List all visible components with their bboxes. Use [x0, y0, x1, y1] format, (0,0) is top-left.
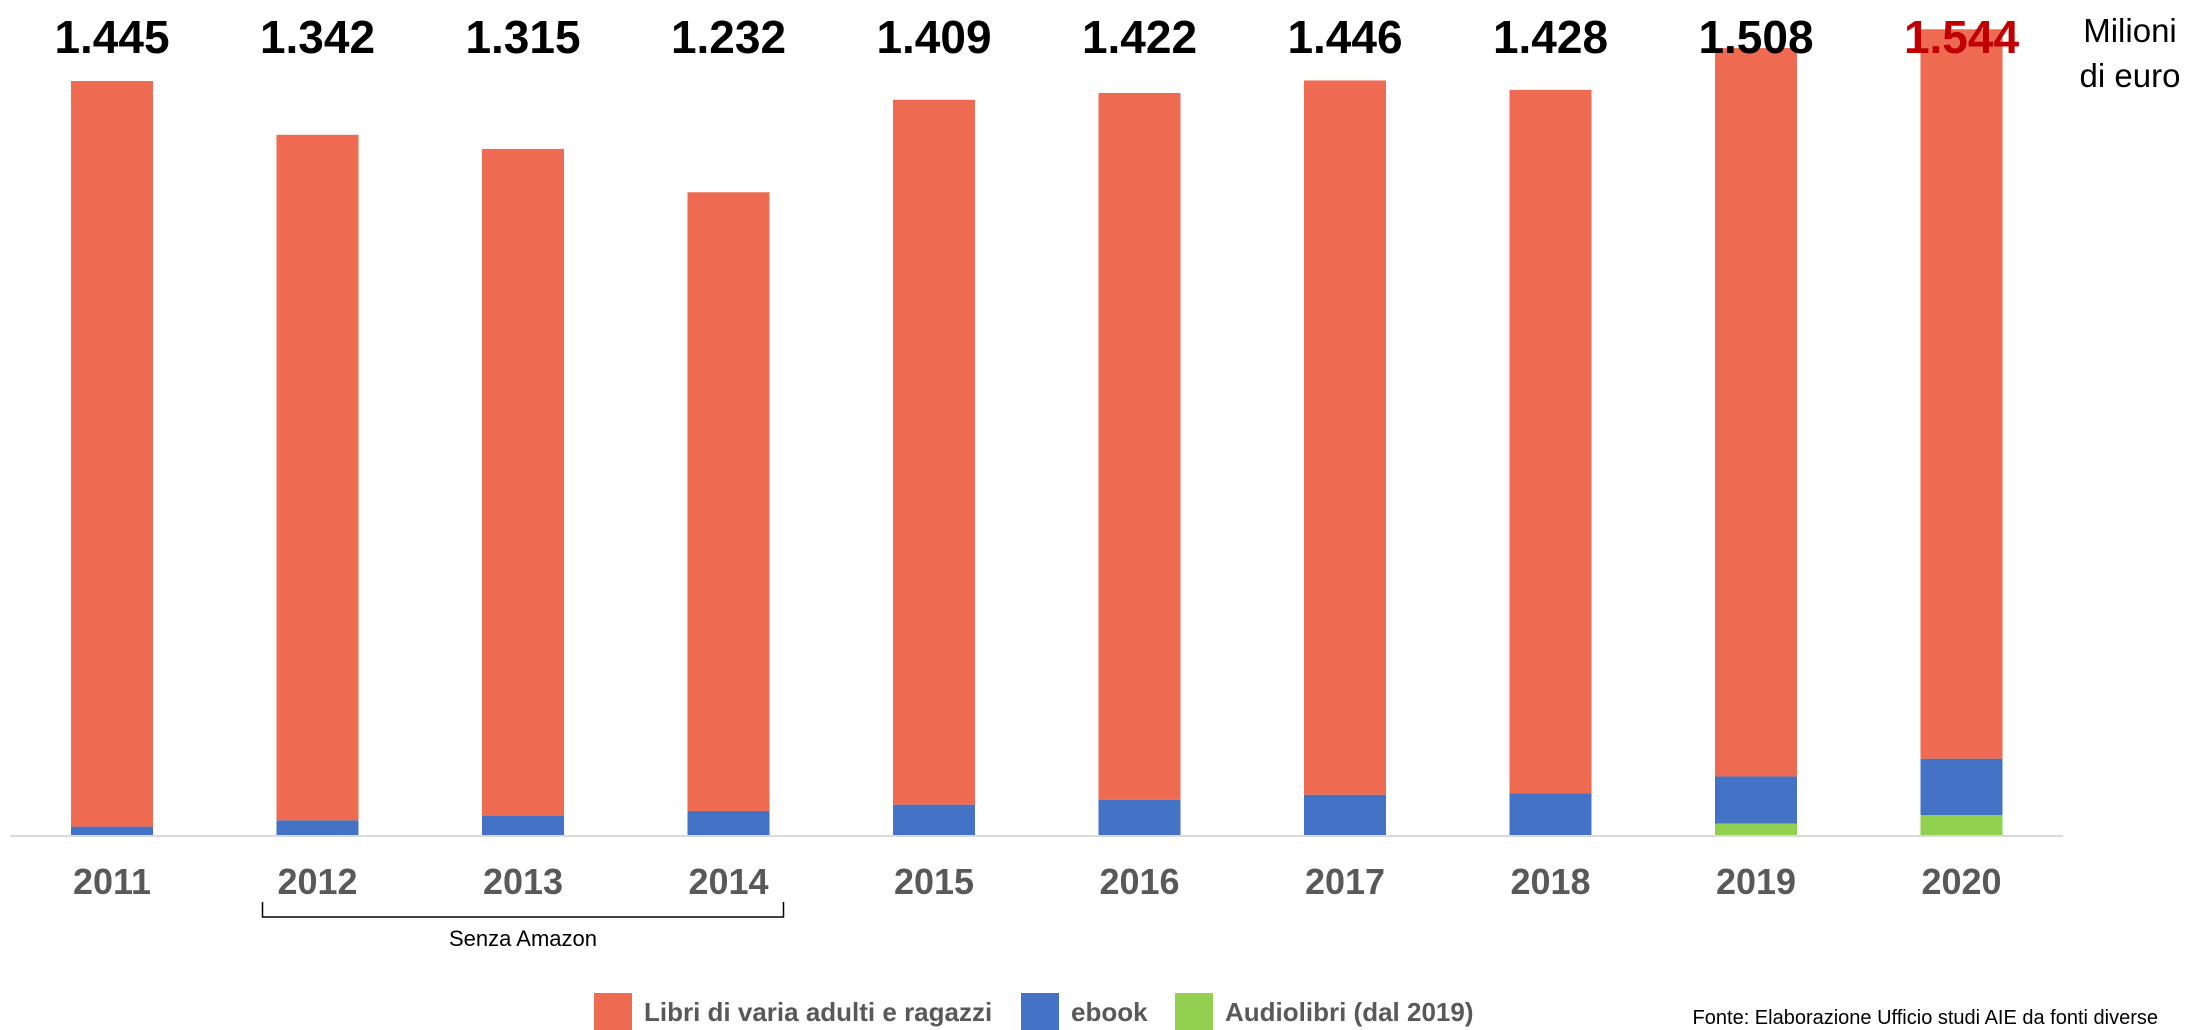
- annotation-bracket: [261, 902, 785, 918]
- annotation-label: Senza Amazon: [449, 926, 597, 951]
- year-label-2014: 2014: [688, 861, 768, 902]
- bar-libri-di-varia-adulti-e-ragazzi-2018: [1509, 89, 1592, 794]
- total-label-2017: 1.446: [1287, 11, 1402, 63]
- bar-ebook-2017: [1304, 794, 1386, 836]
- legend-label-audiolibri-dal-2019: Audiolibri (dal 2019): [1225, 997, 1474, 1027]
- bar-libri-di-varia-adulti-e-ragazzi-2011: [71, 80, 153, 827]
- total-label-2012: 1.342: [260, 11, 375, 63]
- year-label-2018: 2018: [1510, 861, 1590, 902]
- bar-ebook-2018: [1509, 793, 1592, 836]
- bar-ebook-2015: [893, 804, 975, 836]
- x-tick-labels: 2011 2012 2013 2014 2015 2016 2017 2018 2019 2020: [73, 861, 2002, 902]
- bar-ebook-2014: [687, 810, 770, 836]
- bar-audiolibri-dal-2019-2020: [1920, 815, 2003, 836]
- total-label-2015: 1.409: [876, 11, 991, 63]
- total-label-2014: 1.232: [671, 11, 786, 63]
- total-label-2019: 1.508: [1698, 11, 1813, 63]
- total-label-2011: 1.445: [54, 11, 169, 63]
- bar-libri-di-varia-adulti-e-ragazzi-2013: [482, 148, 564, 816]
- legend-swatch-audiolibri-dal-2019: [1175, 993, 1213, 1030]
- legend-label-libri-di-varia-adulti-e-ragazzi: Libri di varia adulti e ragazzi: [644, 997, 992, 1027]
- bar-libri-di-varia-adulti-e-ragazzi-2012: [276, 134, 359, 821]
- bar-ebook-2019: [1715, 776, 1797, 824]
- year-label-2013: 2013: [483, 861, 563, 902]
- year-label-2020: 2020: [1921, 861, 2001, 902]
- bar-audiolibri-dal-2019-2019: [1715, 823, 1797, 836]
- source-note: Fonte: Elaborazione Ufficio studi AIE da…: [1693, 1007, 2158, 1029]
- senza-amazon-annotation: Senza Amazon: [261, 902, 785, 951]
- unit-label-line-1: Milioni: [2083, 12, 2177, 49]
- bar-libri-di-varia-adulti-e-ragazzi-2017: [1304, 80, 1386, 795]
- bars-layer: [71, 29, 2003, 836]
- bar-libri-di-varia-adulti-e-ragazzi-2015: [893, 99, 975, 805]
- year-label-2015: 2015: [894, 861, 974, 902]
- legend-swatch-libri-di-varia-adulti-e-ragazzi: [594, 993, 632, 1030]
- year-label-2017: 2017: [1305, 861, 1385, 902]
- total-label-2020: 1.544: [1904, 11, 2020, 63]
- totals-layer: 1.445 1.342 1.315 1.232 1.409 1.422 1.446 1.428…: [54, 11, 2019, 63]
- bar-libri-di-varia-adulti-e-ragazzi-2020: [1920, 29, 2003, 759]
- year-label-2019: 2019: [1716, 861, 1796, 902]
- total-label-2016: 1.422: [1082, 11, 1197, 63]
- bar-libri-di-varia-adulti-e-ragazzi-2019: [1715, 48, 1797, 777]
- legend: Libri di varia adulti e ragazzi ebook Audi…: [594, 993, 1474, 1030]
- bar-ebook-2016: [1098, 799, 1181, 836]
- bar-ebook-2011: [71, 826, 153, 836]
- legend-label-ebook: ebook: [1071, 997, 1148, 1027]
- bar-ebook-2020: [1920, 758, 2003, 816]
- year-label-2016: 2016: [1099, 861, 1179, 902]
- bar-libri-di-varia-adulti-e-ragazzi-2016: [1098, 93, 1181, 800]
- bar-ebook-2012: [276, 820, 359, 836]
- bar-ebook-2013: [482, 815, 564, 836]
- unit-label-line-2: di euro: [2080, 57, 2181, 94]
- legend-swatch-ebook: [1021, 993, 1059, 1030]
- total-label-2013: 1.315: [465, 11, 580, 63]
- year-label-2011: 2011: [73, 861, 151, 902]
- bar-libri-di-varia-adulti-e-ragazzi-2014: [687, 192, 770, 811]
- year-label-2012: 2012: [277, 861, 357, 902]
- total-label-2018: 1.428: [1493, 11, 1608, 63]
